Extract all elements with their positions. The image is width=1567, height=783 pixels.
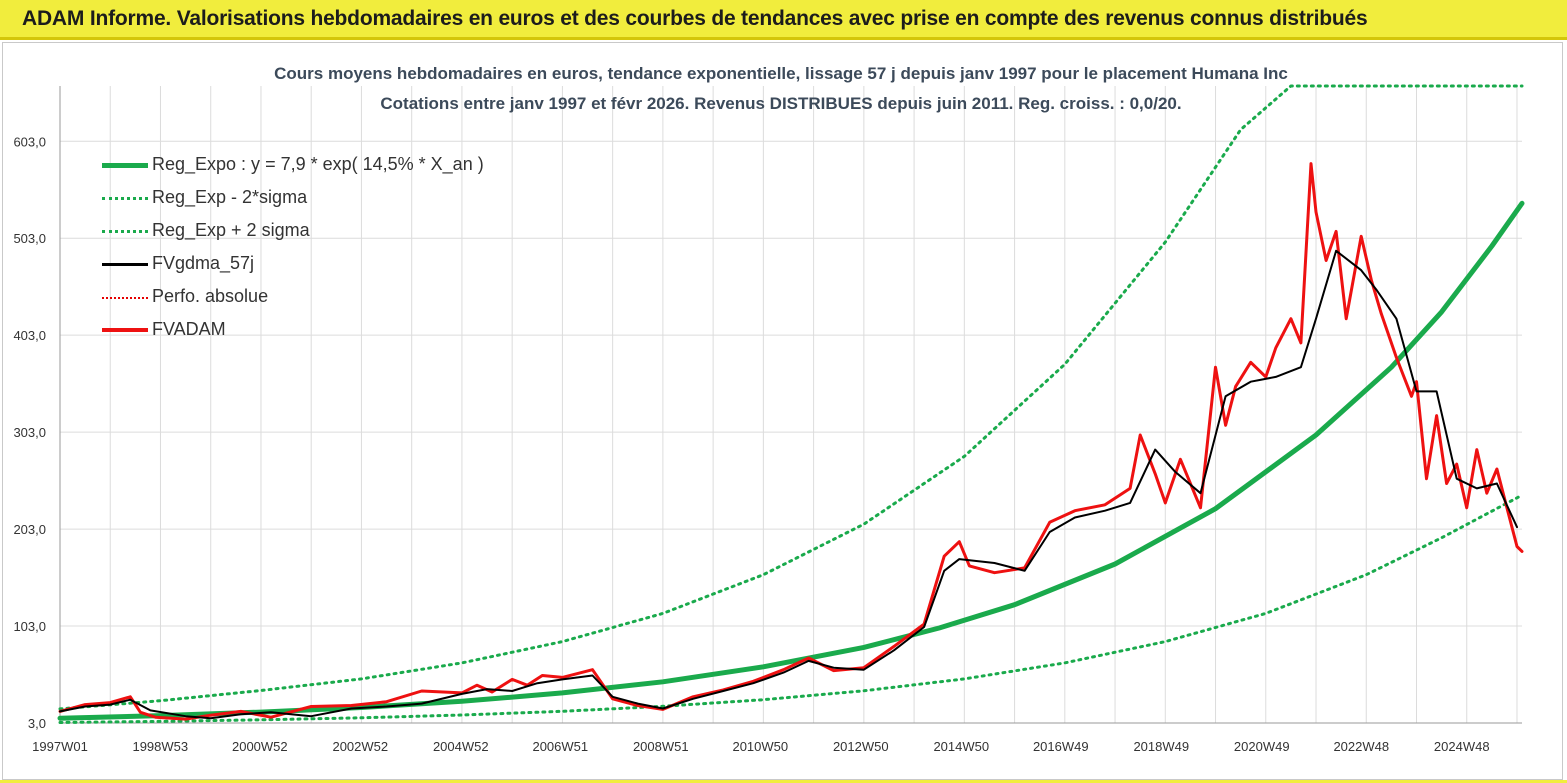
legend-swatch-fvgdma xyxy=(102,263,148,266)
series-line-fvadam xyxy=(58,162,1524,721)
x-tick-label: 2006W51 xyxy=(532,739,588,754)
x-tick-label: 1997W01 xyxy=(32,739,88,754)
x-tick-label: 2002W52 xyxy=(332,739,388,754)
legend-label-reg-plus: Reg_Exp + 2 sigma xyxy=(152,220,310,240)
legend-swatch-reg-minus xyxy=(102,197,148,200)
y-tick-label: 103,0 xyxy=(13,619,46,634)
x-tick-label: 2014W50 xyxy=(933,739,989,754)
y-tick-label: 303,0 xyxy=(13,425,46,440)
legend-swatch-reg-plus xyxy=(102,230,148,233)
banner: ADAM Informe. Valorisations hebdomadaire… xyxy=(0,0,1567,40)
x-tick-label: 2020W49 xyxy=(1234,739,1290,754)
legend-swatch-perfo xyxy=(102,297,148,299)
series-line-fvgdma-57j xyxy=(59,249,1518,720)
chart-title: Cours moyens hebdomadaires en euros, ten… xyxy=(274,64,1288,83)
series-line-reg-exp-2-sigma xyxy=(58,493,1524,724)
chart-subtitle: Cotations entre janv 1997 et févr 2026. … xyxy=(380,94,1182,113)
legend-label-reg-minus: Reg_Exp - 2*sigma xyxy=(152,187,308,207)
legend-label-fvadam: FVADAM xyxy=(152,319,226,339)
banner-title: ADAM Informe. Valorisations hebdomadaire… xyxy=(22,7,1368,30)
x-tick-label: 2016W49 xyxy=(1033,739,1089,754)
y-tick-label: 403,0 xyxy=(13,328,46,343)
y-tick-label: 203,0 xyxy=(13,522,46,537)
legend-swatch-reg-expo xyxy=(102,163,148,168)
x-tick-label: 2008W51 xyxy=(633,739,689,754)
y-tick-label: 603,0 xyxy=(13,134,46,149)
bottom-strip xyxy=(0,780,1567,783)
grid-layer xyxy=(59,86,1522,724)
series-layer xyxy=(57,84,1525,724)
chart-frame xyxy=(2,42,1563,780)
x-tick-label: 2000W52 xyxy=(232,739,288,754)
legend-label-fvgdma: FVgdma_57j xyxy=(152,253,255,273)
x-tick-label: 2024W48 xyxy=(1434,739,1490,754)
x-tick-label: 2018W49 xyxy=(1133,739,1189,754)
x-tick-label: 2012W50 xyxy=(833,739,889,754)
legend-label-perfo: Perfo. absolue xyxy=(152,286,269,306)
series-line-reg-expo-y-7-9-exp-14-5- xyxy=(57,200,1525,721)
x-tick-label: 2022W48 xyxy=(1333,739,1389,754)
series-line-reg-exp-2-sigma xyxy=(58,84,1524,711)
legend-swatch-fvadam xyxy=(102,328,148,332)
axis-layer: 3,0 103,0 203,0 303,0 403,0 503,0 603,0 1997W01… xyxy=(13,86,1522,754)
x-tick-label: 2004W52 xyxy=(433,739,489,754)
y-tick-label: 3,0 xyxy=(28,716,46,731)
legend-label-reg-expo: Reg_Expo : y = 7,9 * exp( 14,5% * X_an ) xyxy=(152,154,484,174)
y-tick-label: 503,0 xyxy=(13,231,46,246)
x-tick-label: 1998W53 xyxy=(132,739,188,754)
x-tick-label: 2010W50 xyxy=(732,739,788,754)
